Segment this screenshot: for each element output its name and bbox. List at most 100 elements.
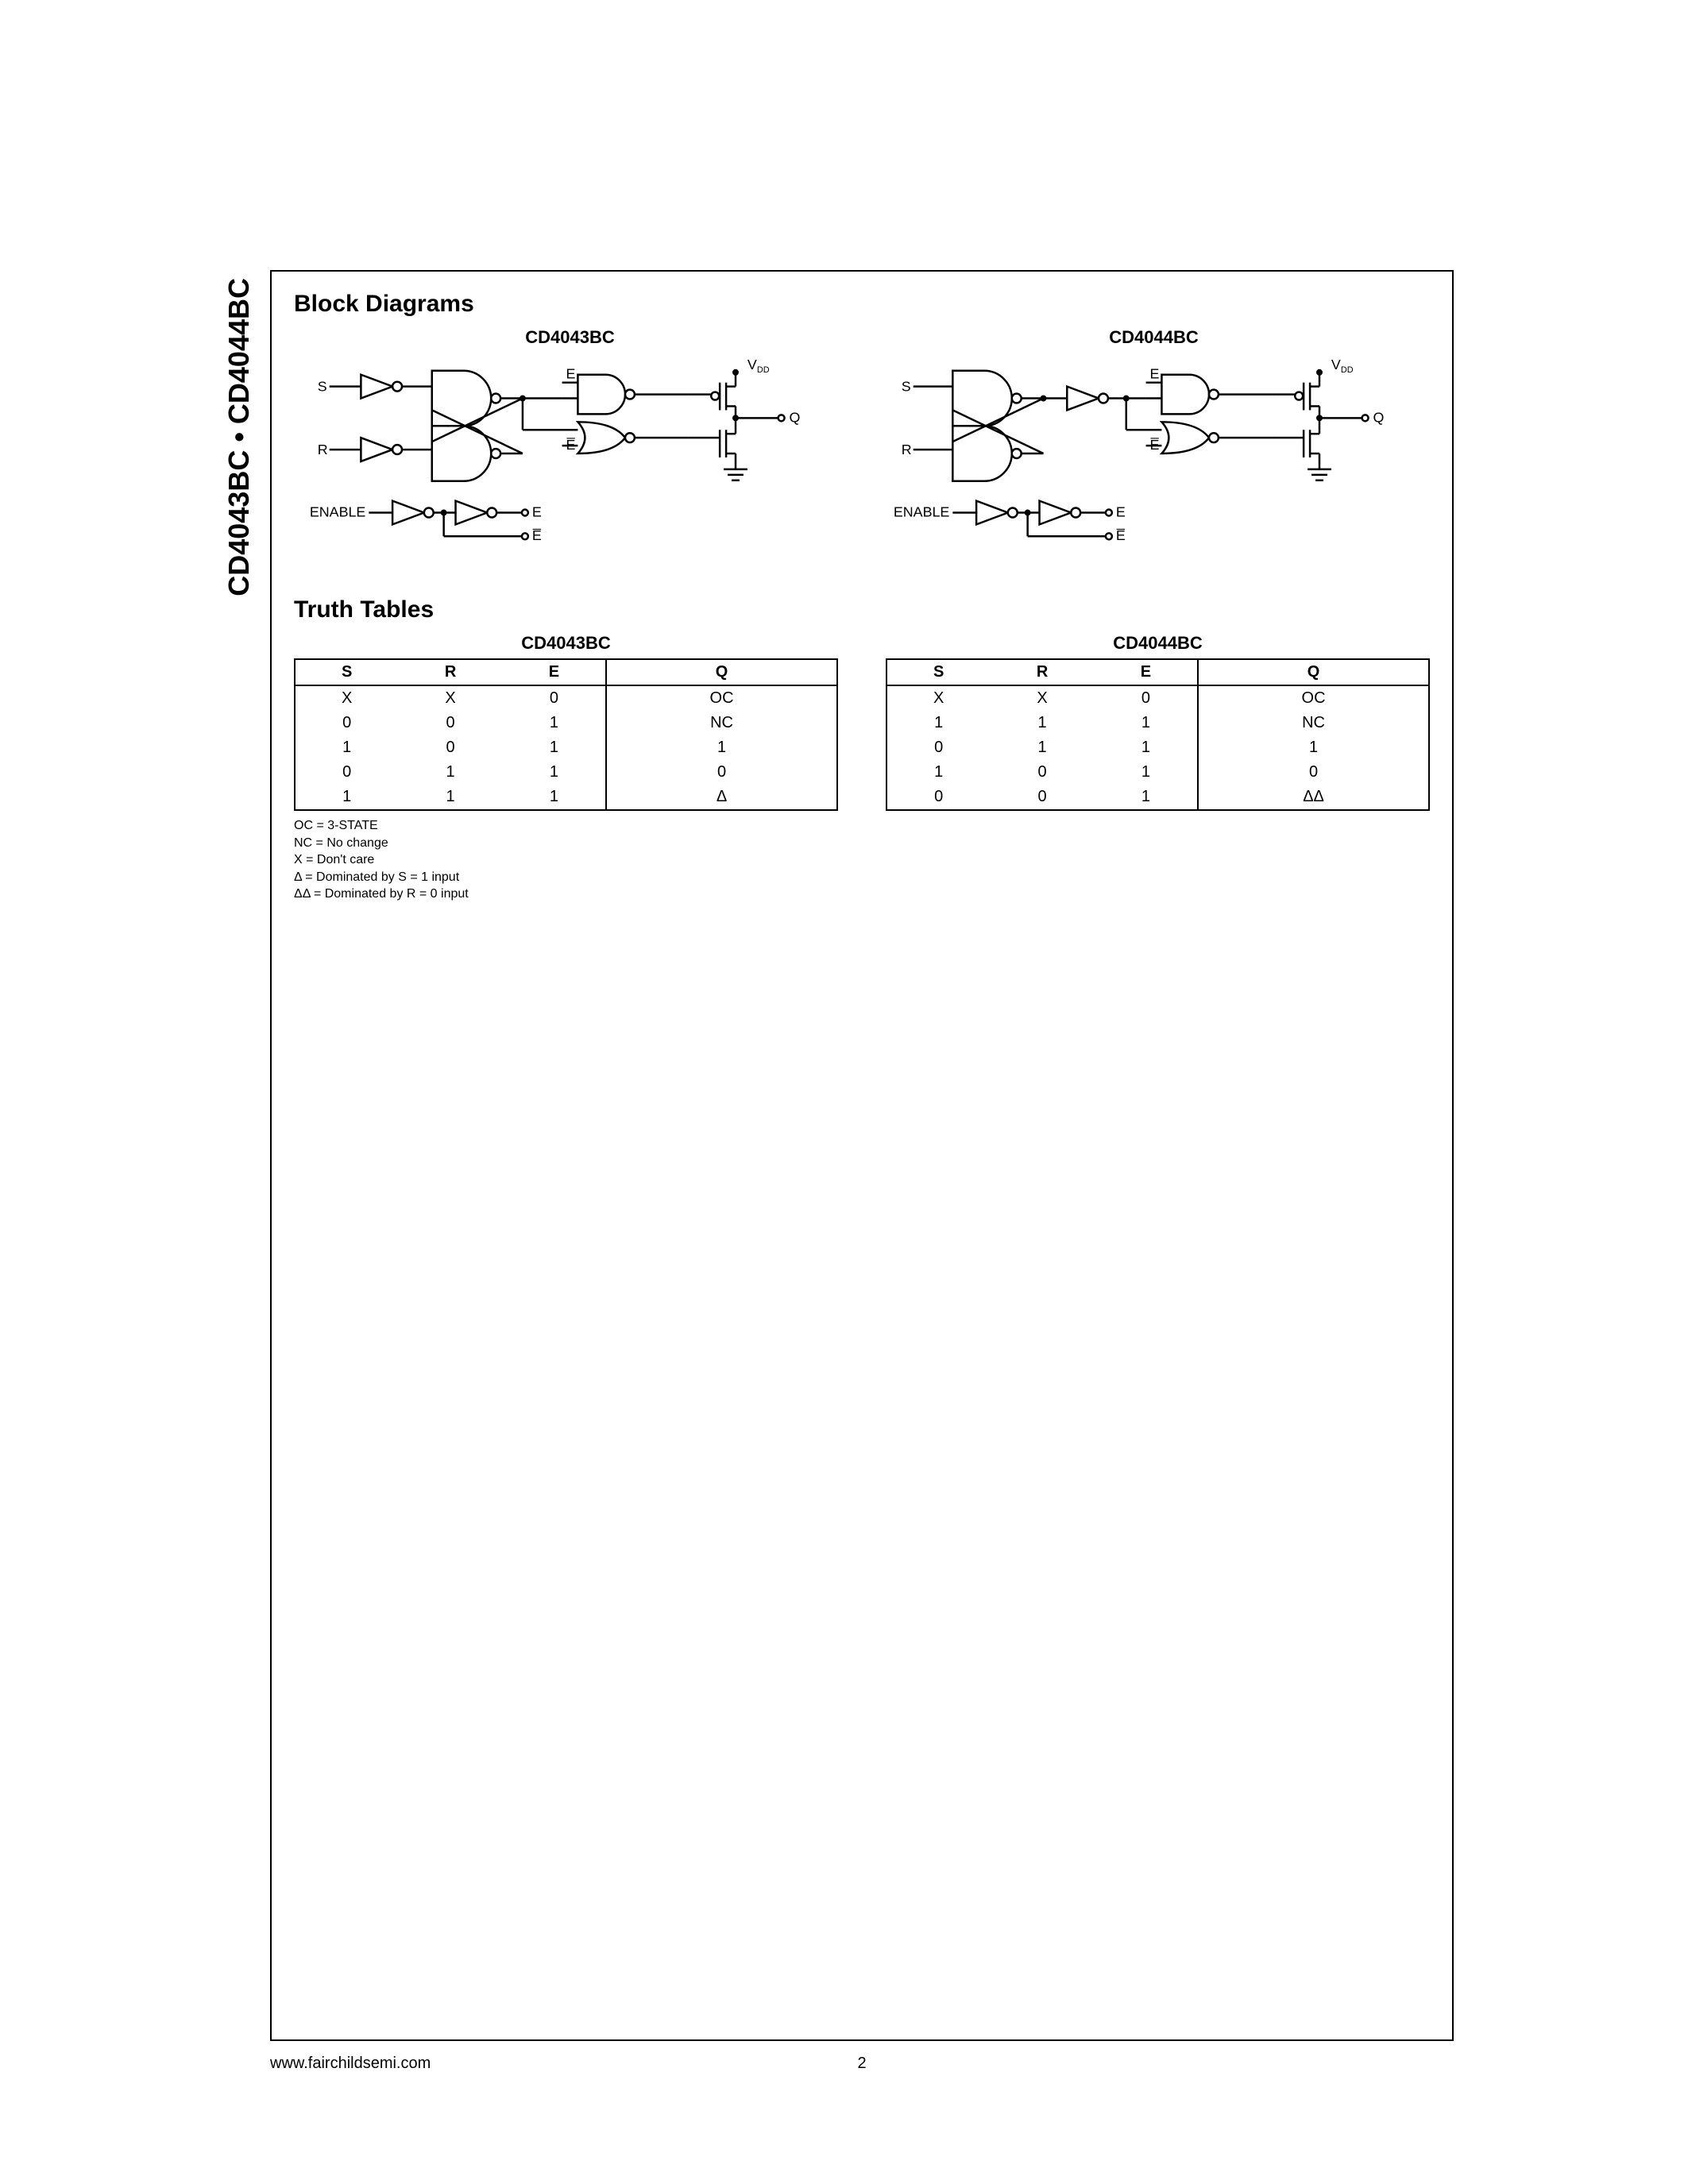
table-cell: NC (1198, 711, 1429, 735)
table-cell: 1 (295, 785, 398, 810)
legend-line: Δ = Dominated by S = 1 input (294, 869, 838, 886)
table-cell: 0 (295, 760, 398, 785)
table-cell: 1 (398, 785, 502, 810)
table-cell: 0 (398, 735, 502, 760)
table-row: XX0OC (295, 685, 837, 711)
col-s: S (886, 659, 990, 685)
truth-table-title-left: CD4043BC (294, 633, 838, 654)
label-e-out: E (532, 504, 542, 519)
table-row: 001NC (295, 711, 837, 735)
truth-table-title-right: CD4044BC (886, 633, 1430, 654)
table-cell: X (886, 685, 990, 711)
label-s: S (318, 379, 327, 395)
legend-line: X = Don't care (294, 851, 838, 869)
table-cell: 1 (503, 735, 606, 760)
table-row: 111NC (886, 711, 1429, 735)
truth-table-right-col: CD4044BC S R E Q XX0OC111NC01111010001ΔΔ (886, 633, 1430, 903)
table-cell: 1 (1095, 735, 1198, 760)
diagram-title-left: CD4043BC (294, 327, 846, 348)
col-q: Q (606, 659, 837, 685)
page-footer: www.fairchildsemi.com 2 (270, 2055, 1454, 2073)
side-title: CD4043BC • CD4044BC (222, 278, 256, 596)
table-cell: 1 (295, 735, 398, 760)
footer-page-number: 2 (857, 2055, 866, 2073)
col-q: Q (1198, 659, 1429, 685)
table-row: 0111 (886, 735, 1429, 760)
content-frame: Block Diagrams CD4043BC S R (270, 270, 1454, 2041)
table-cell: 1 (990, 735, 1094, 760)
label-q: Q (790, 409, 801, 425)
block-diagram-cd4043bc-svg: S R (294, 354, 846, 561)
table-cell: 1 (503, 785, 606, 810)
table-cell: 0 (1095, 685, 1198, 711)
label-enable: ENABLE (310, 504, 366, 519)
table-cell: 0 (606, 760, 837, 785)
heading-truth-tables: Truth Tables (294, 596, 1430, 623)
label-e-top: E (566, 366, 576, 382)
table-cell: OC (1198, 685, 1429, 711)
table-cell: X (295, 685, 398, 711)
table-cell: NC (606, 711, 837, 735)
legend-line: OC = 3-STATE (294, 817, 838, 835)
table-cell: X (990, 685, 1094, 711)
table-cell: 1 (1198, 735, 1429, 760)
table-cell: 0 (990, 760, 1094, 785)
truth-table-cd4043bc: S R E Q XX0OC001NC10110110111Δ (294, 658, 838, 811)
legend-line: ΔΔ = Dominated by R = 0 input (294, 886, 838, 903)
legend: OC = 3-STATENC = No changeX = Don't care… (294, 817, 838, 903)
label-e-out: E (1116, 504, 1126, 519)
truth-tables-row: CD4043BC S R E Q XX0OC001NC10110110111Δ … (294, 633, 1430, 903)
table-row: 111Δ (295, 785, 837, 810)
table-row: 1011 (295, 735, 837, 760)
table-cell: 0 (1198, 760, 1429, 785)
col-e: E (503, 659, 606, 685)
table-cell: 0 (295, 711, 398, 735)
diagram-title-right: CD4044BC (878, 327, 1430, 348)
col-r: R (398, 659, 502, 685)
table-row: 1010 (886, 760, 1429, 785)
table-cell: 1 (886, 711, 990, 735)
table-cell: X (398, 685, 502, 711)
table-cell: 1 (886, 760, 990, 785)
legend-line: NC = No change (294, 835, 838, 852)
diagram-cd4043bc: CD4043BC S R (294, 327, 846, 565)
table-cell: 0 (398, 711, 502, 735)
table-row: XX0OC (886, 685, 1429, 711)
label-enable: ENABLE (894, 504, 950, 519)
label-r: R (318, 442, 328, 457)
col-e: E (1095, 659, 1198, 685)
table-cell: 1 (1095, 711, 1198, 735)
label-ebar-out: E̅ (532, 527, 542, 543)
table-cell: Δ (606, 785, 837, 810)
table-cell: 0 (990, 785, 1094, 810)
table-cell: 1 (503, 760, 606, 785)
table-cell: 1 (503, 711, 606, 735)
heading-block-diagrams: Block Diagrams (294, 291, 1430, 318)
block-diagrams-row: CD4043BC S R (294, 327, 1430, 565)
table-cell: 1 (1095, 785, 1198, 810)
table-cell: 0 (503, 685, 606, 711)
table-row: 0110 (295, 760, 837, 785)
block-diagram-cd4044bc-svg: S R (878, 354, 1430, 561)
truth-table-cd4044bc: S R E Q XX0OC111NC01111010001ΔΔ (886, 658, 1430, 811)
footer-url: www.fairchildsemi.com (270, 2055, 431, 2073)
diagram-cd4044bc: CD4044BC S R (878, 327, 1430, 565)
table-cell: 1 (990, 711, 1094, 735)
col-s: S (295, 659, 398, 685)
label-ebar-out: E̅ (1116, 527, 1126, 543)
label-q: Q (1373, 409, 1385, 425)
label-vdd: VDD (747, 357, 770, 375)
col-r: R (990, 659, 1094, 685)
label-e-top: E (1150, 366, 1160, 382)
table-cell: 1 (1095, 760, 1198, 785)
table-cell: 1 (606, 735, 837, 760)
table-cell: 0 (886, 735, 990, 760)
label-vdd: VDD (1331, 357, 1354, 375)
truth-table-left-col: CD4043BC S R E Q XX0OC001NC10110110111Δ … (294, 633, 838, 903)
table-cell: OC (606, 685, 837, 711)
label-r: R (902, 442, 912, 457)
label-s: S (902, 379, 911, 395)
table-cell: ΔΔ (1198, 785, 1429, 810)
table-cell: 1 (398, 760, 502, 785)
table-row: 001ΔΔ (886, 785, 1429, 810)
